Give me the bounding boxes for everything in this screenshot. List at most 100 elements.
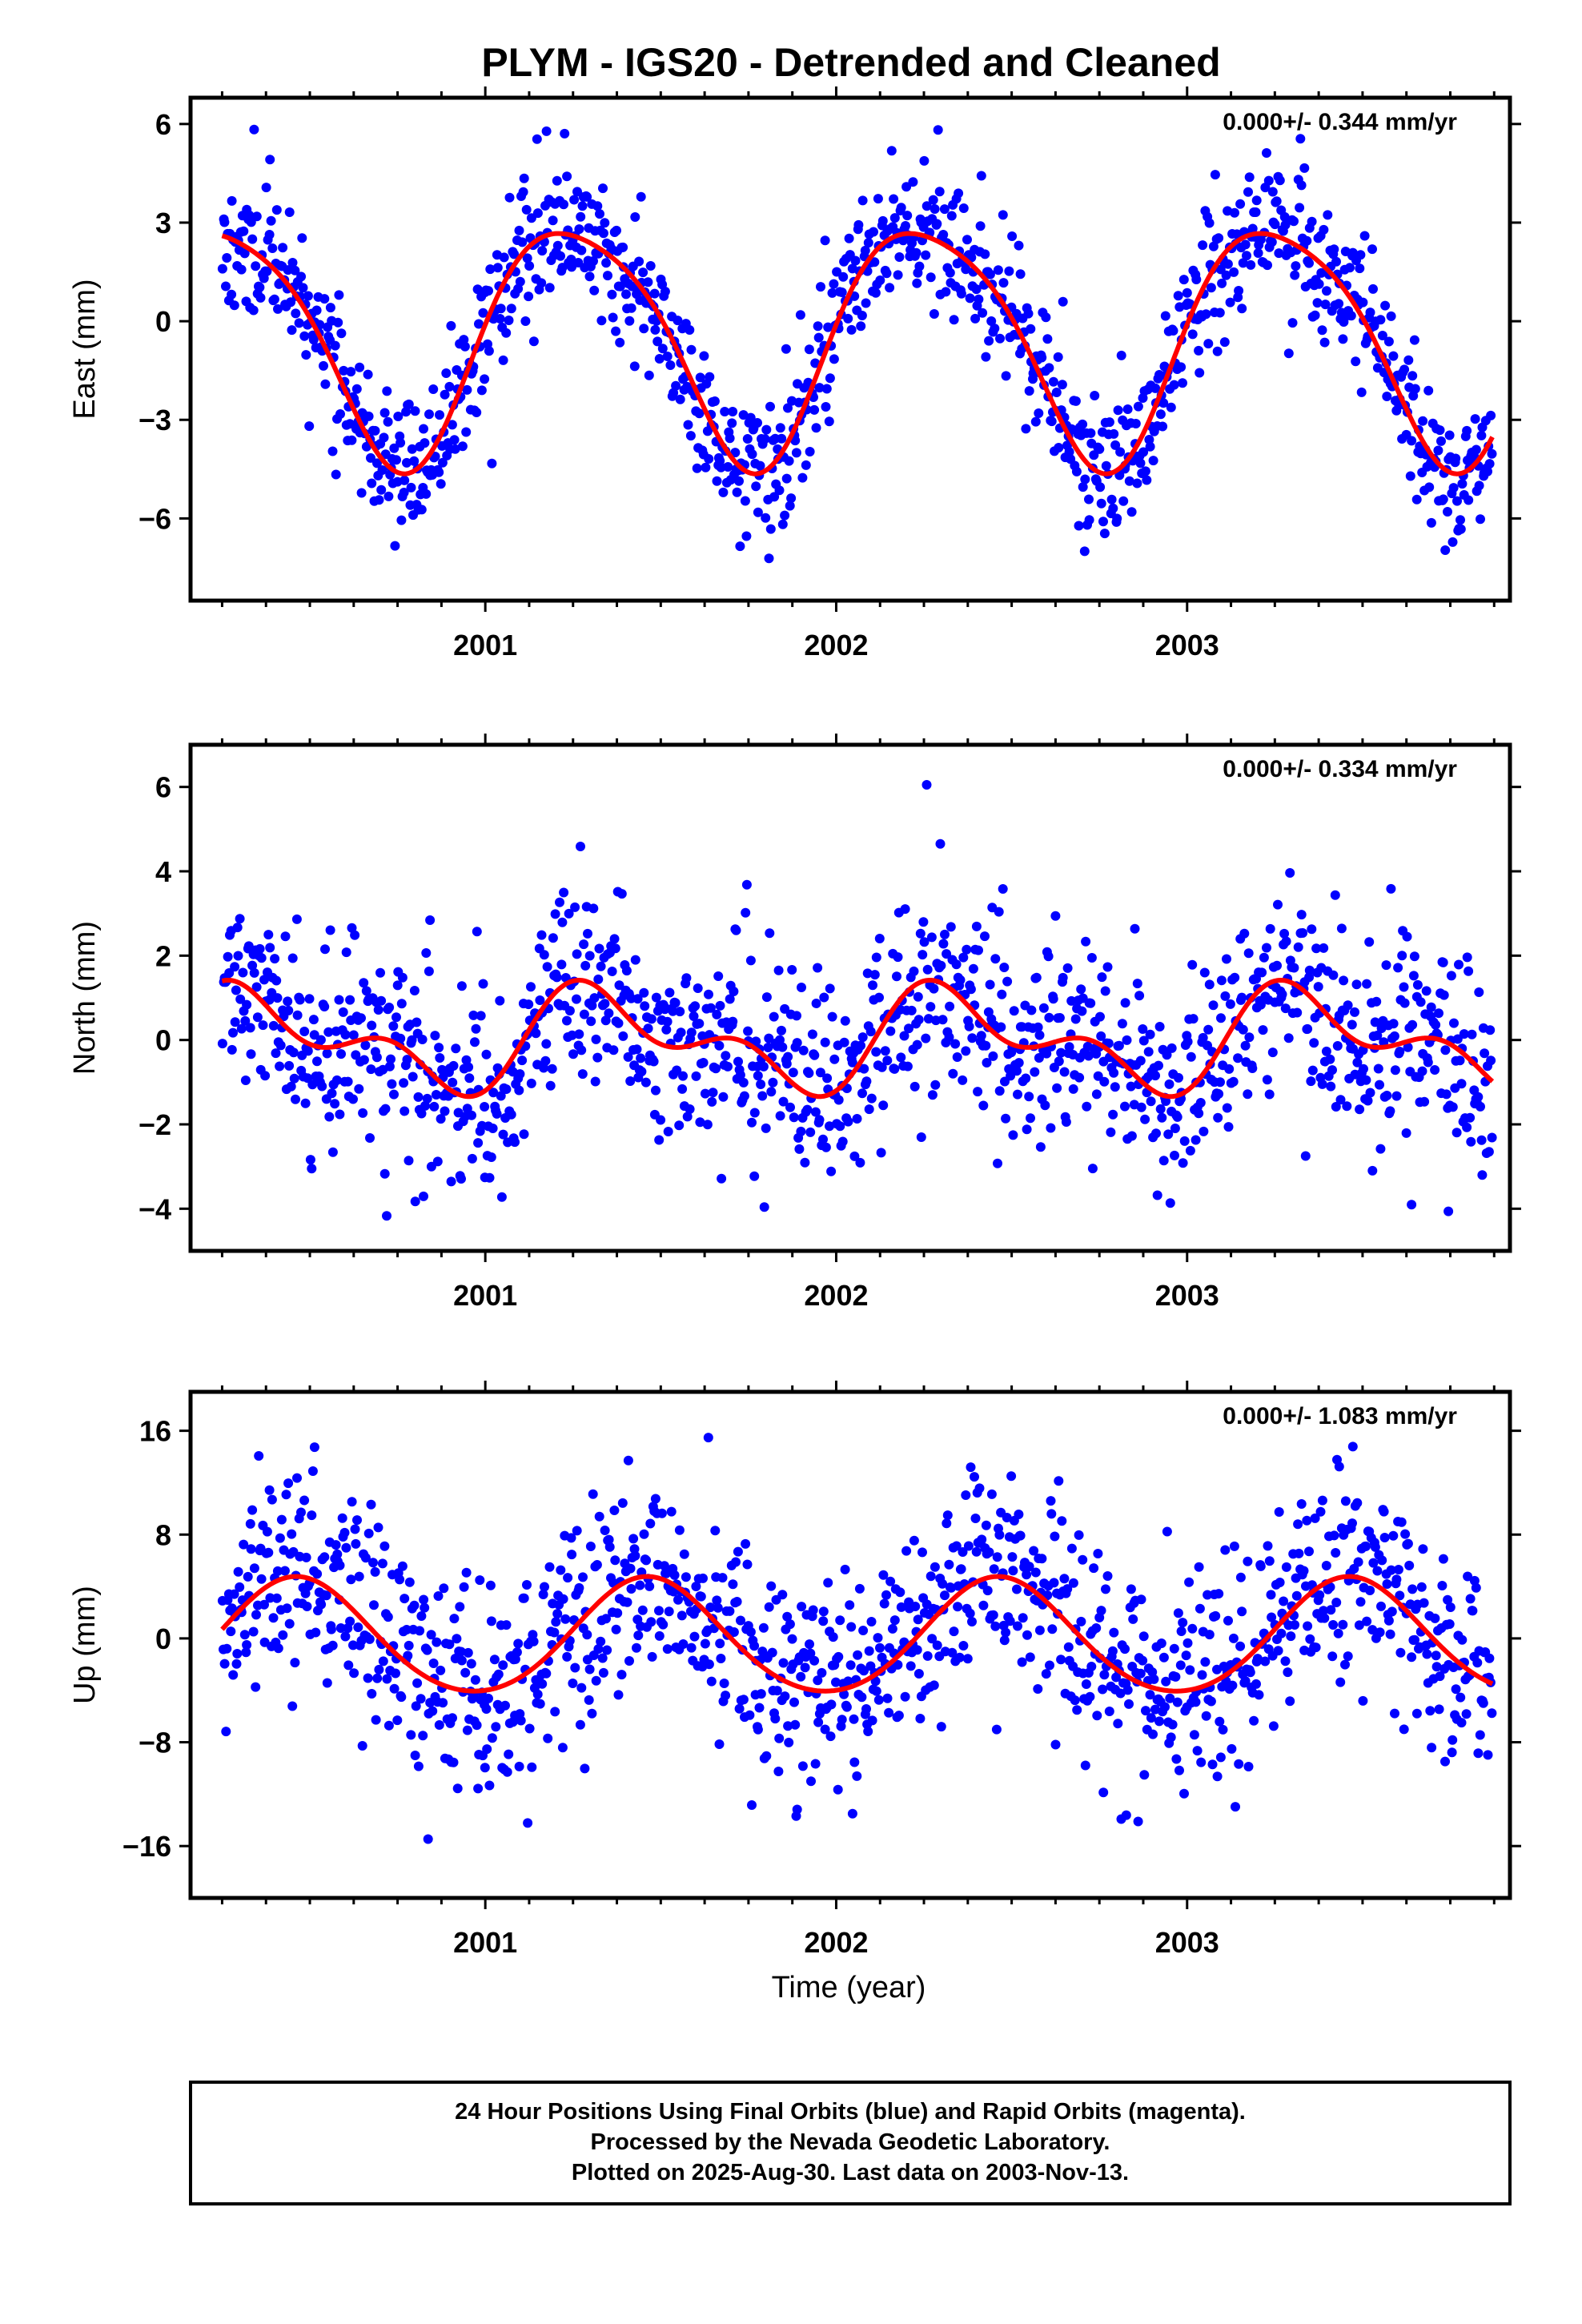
data-point <box>349 1668 359 1679</box>
data-point <box>440 1106 450 1116</box>
data-point <box>1381 960 1391 971</box>
data-point <box>387 1079 397 1089</box>
data-point <box>1317 325 1327 336</box>
data-point <box>886 146 897 156</box>
data-point <box>676 1027 686 1038</box>
data-point <box>1293 942 1303 952</box>
data-point <box>967 1033 978 1043</box>
data-point <box>735 541 745 552</box>
data-point <box>1472 1658 1483 1668</box>
data-point <box>1470 414 1480 424</box>
data-point <box>1464 495 1474 505</box>
data-point <box>1399 1724 1409 1735</box>
data-point <box>1196 1757 1207 1767</box>
data-point <box>1113 405 1123 416</box>
data-point <box>1438 957 1448 967</box>
data-point <box>1409 335 1419 345</box>
data-point <box>331 1540 341 1550</box>
data-point <box>1436 436 1446 446</box>
data-point <box>862 968 873 979</box>
data-point <box>839 1037 849 1047</box>
data-point <box>1375 1080 1384 1090</box>
data-point <box>1157 1112 1167 1123</box>
data-point <box>782 1611 793 1622</box>
data-point <box>275 1533 285 1543</box>
data-point <box>352 1515 362 1526</box>
data-point <box>893 1711 904 1721</box>
data-point <box>777 433 787 444</box>
data-point <box>484 346 494 356</box>
data-point <box>660 287 670 296</box>
data-point <box>596 316 607 326</box>
data-point <box>593 1644 604 1655</box>
data-point <box>871 952 881 963</box>
data-point <box>709 396 720 406</box>
data-point <box>468 1010 479 1020</box>
data-point <box>791 448 801 458</box>
data-point <box>989 1564 999 1574</box>
data-point <box>1082 1101 1092 1112</box>
data-point <box>464 1062 474 1072</box>
data-point <box>380 1104 391 1114</box>
data-point <box>869 257 880 267</box>
data-point <box>270 954 280 964</box>
rate-label-north: 0.000+/- 0.334 mm/yr <box>1223 756 1457 782</box>
data-point <box>617 1498 628 1508</box>
data-point <box>1443 1594 1453 1605</box>
data-point <box>1401 1128 1411 1138</box>
data-point <box>444 381 455 392</box>
data-point <box>951 1541 962 1551</box>
data-point <box>644 1581 655 1591</box>
data-point <box>537 246 548 256</box>
data-point <box>962 1654 973 1664</box>
data-point <box>822 1073 833 1084</box>
data-point <box>675 1007 685 1017</box>
model-curve-up <box>220 1574 1494 1694</box>
data-point <box>271 975 282 986</box>
data-point <box>668 1006 678 1016</box>
data-point <box>1311 943 1322 954</box>
data-point <box>967 1617 977 1626</box>
data-point <box>557 917 568 927</box>
data-point <box>1358 1695 1368 1706</box>
data-point <box>1022 1124 1032 1135</box>
data-point <box>1486 410 1496 420</box>
data-point <box>1385 1106 1395 1116</box>
data-point <box>1074 1072 1085 1083</box>
data-point <box>1042 334 1053 344</box>
data-point <box>559 199 568 210</box>
data-point <box>809 1655 820 1666</box>
data-point <box>731 925 741 935</box>
data-point <box>541 126 552 136</box>
data-point <box>704 454 714 464</box>
data-point <box>704 989 713 999</box>
data-point <box>1030 1067 1040 1077</box>
data-point <box>749 1171 760 1181</box>
data-point <box>798 1045 809 1055</box>
data-point <box>461 1567 472 1578</box>
data-point <box>1004 266 1014 276</box>
data-point <box>974 945 983 955</box>
data-point <box>1362 1616 1372 1626</box>
data-point <box>1271 196 1282 207</box>
data-point <box>217 1039 227 1049</box>
data-point <box>1035 1142 1046 1152</box>
data-point <box>1101 1584 1110 1594</box>
data-point <box>1400 1529 1411 1539</box>
data-point <box>784 1737 794 1747</box>
data-point <box>970 1472 979 1482</box>
data-point <box>510 1137 520 1148</box>
data-point <box>298 283 308 293</box>
data-point <box>1167 1719 1178 1730</box>
data-point <box>1001 1627 1011 1638</box>
data-point <box>691 1582 701 1591</box>
data-point <box>583 928 592 939</box>
data-point <box>224 968 235 978</box>
data-point <box>435 1053 445 1063</box>
data-point <box>1359 1063 1368 1074</box>
data-point <box>1104 1707 1114 1716</box>
data-point <box>708 1088 718 1098</box>
y-tick-label: 3 <box>155 207 171 239</box>
data-point <box>712 476 722 486</box>
